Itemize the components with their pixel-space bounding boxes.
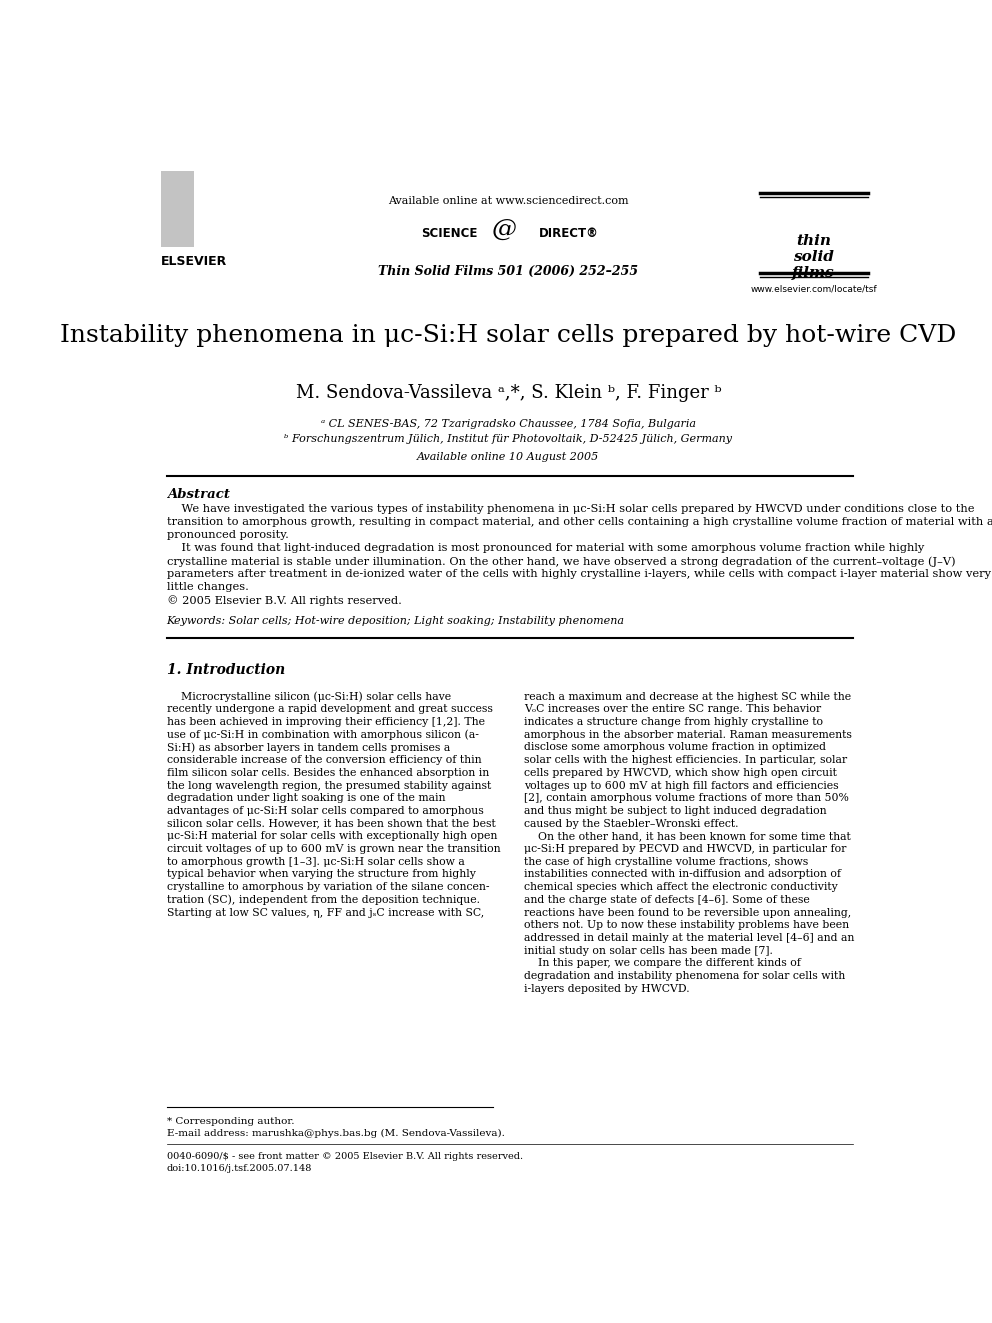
Text: In this paper, we compare the different kinds of: In this paper, we compare the different … (524, 958, 801, 968)
Text: Starting at low SC values, η, FF and jₛC increase with SC,: Starting at low SC values, η, FF and jₛC… (167, 908, 484, 918)
Text: typical behavior when varying the structure from highly: typical behavior when varying the struct… (167, 869, 475, 880)
Text: μc-Si:H prepared by PECVD and HWCVD, in particular for: μc-Si:H prepared by PECVD and HWCVD, in … (524, 844, 846, 855)
Text: Available online 10 August 2005: Available online 10 August 2005 (418, 452, 599, 462)
Text: circuit voltages of up to 600 mV is grown near the transition: circuit voltages of up to 600 mV is grow… (167, 844, 500, 855)
Text: voltages up to 600 mV at high fill factors and efficiencies: voltages up to 600 mV at high fill facto… (524, 781, 838, 791)
Text: Microcrystalline silicon (μc-Si:H) solar cells have: Microcrystalline silicon (μc-Si:H) solar… (167, 692, 450, 703)
Text: tration (SC), independent from the deposition technique.: tration (SC), independent from the depos… (167, 894, 479, 905)
Text: DIRECT®: DIRECT® (540, 226, 599, 239)
Text: reach a maximum and decrease at the highest SC while the: reach a maximum and decrease at the high… (524, 692, 851, 701)
Text: It was found that light-induced degradation is most pronounced for material with: It was found that light-induced degradat… (167, 542, 924, 553)
Text: parameters after treatment in de-ionized water of the cells with highly crystall: parameters after treatment in de-ionized… (167, 569, 991, 579)
Text: © 2005 Elsevier B.V. All rights reserved.: © 2005 Elsevier B.V. All rights reserved… (167, 595, 402, 606)
Text: initial study on solar cells has been made [7].: initial study on solar cells has been ma… (524, 946, 773, 955)
Text: degradation and instability phenomena for solar cells with: degradation and instability phenomena fo… (524, 971, 845, 982)
Text: film silicon solar cells. Besides the enhanced absorption in: film silicon solar cells. Besides the en… (167, 767, 489, 778)
Text: [2], contain amorphous volume fractions of more than 50%: [2], contain amorphous volume fractions … (524, 794, 849, 803)
Text: i-layers deposited by HWCVD.: i-layers deposited by HWCVD. (524, 984, 689, 994)
Text: chemical species which affect the electronic conductivity: chemical species which affect the electr… (524, 882, 837, 892)
Text: solar cells with the highest efficiencies. In particular, solar: solar cells with the highest efficiencie… (524, 755, 847, 765)
Text: the long wavelength region, the presumed stability against: the long wavelength region, the presumed… (167, 781, 491, 791)
Text: and thus might be subject to light induced degradation: and thus might be subject to light induc… (524, 806, 826, 816)
Text: On the other hand, it has been known for some time that: On the other hand, it has been known for… (524, 831, 851, 841)
Text: doi:10.1016/j.tsf.2005.07.148: doi:10.1016/j.tsf.2005.07.148 (167, 1164, 312, 1172)
Text: considerable increase of the conversion efficiency of thin: considerable increase of the conversion … (167, 755, 481, 765)
Text: E-mail address: marushka@phys.bas.bg (M. Sendova-Vassileva).: E-mail address: marushka@phys.bas.bg (M.… (167, 1129, 505, 1138)
Text: * Corresponding author.: * Corresponding author. (167, 1118, 294, 1126)
Text: SCIENCE: SCIENCE (422, 226, 478, 239)
Text: little changes.: little changes. (167, 582, 249, 593)
Text: Available online at www.sciencedirect.com: Available online at www.sciencedirect.co… (388, 196, 629, 205)
Text: VₒC increases over the entire SC range. This behavior: VₒC increases over the entire SC range. … (524, 704, 821, 714)
Text: addressed in detail mainly at the material level [4–6] and an: addressed in detail mainly at the materi… (524, 933, 854, 943)
Text: indicates a structure change from highly crystalline to: indicates a structure change from highly… (524, 717, 823, 728)
Text: others not. Up to now these instability problems have been: others not. Up to now these instability … (524, 921, 849, 930)
Text: to amorphous growth [1–3]. μc-Si:H solar cells show a: to amorphous growth [1–3]. μc-Si:H solar… (167, 857, 464, 867)
Text: Thin Solid Films 501 (2006) 252–255: Thin Solid Films 501 (2006) 252–255 (378, 265, 639, 278)
Text: disclose some amorphous volume fraction in optimized: disclose some amorphous volume fraction … (524, 742, 826, 753)
Bar (161, 171, 193, 247)
Text: Keywords: Solar cells; Hot-wire deposition; Light soaking; Instability phenomena: Keywords: Solar cells; Hot-wire depositi… (167, 617, 625, 626)
Text: Abstract: Abstract (167, 488, 229, 501)
Text: and the charge state of defects [4–6]. Some of these: and the charge state of defects [4–6]. S… (524, 894, 809, 905)
Text: advantages of μc-Si:H solar cells compared to amorphous: advantages of μc-Si:H solar cells compar… (167, 806, 483, 816)
Text: instabilities connected with in-diffusion and adsorption of: instabilities connected with in-diffusio… (524, 869, 841, 880)
Text: caused by the Staebler–Wronski effect.: caused by the Staebler–Wronski effect. (524, 819, 738, 828)
Text: the case of high crystalline volume fractions, shows: the case of high crystalline volume frac… (524, 857, 808, 867)
Text: degradation under light soaking is one of the main: degradation under light soaking is one o… (167, 794, 445, 803)
Text: transition to amorphous growth, resulting in compact material, and other cells c: transition to amorphous growth, resultin… (167, 517, 992, 527)
Text: amorphous in the absorber material. Raman measurements: amorphous in the absorber material. Rama… (524, 730, 852, 740)
Text: Si:H) as absorber layers in tandem cells promises a: Si:H) as absorber layers in tandem cells… (167, 742, 450, 753)
Text: Instability phenomena in μc-Si:H solar cells prepared by hot-wire CVD: Instability phenomena in μc-Si:H solar c… (61, 324, 956, 348)
Text: ELSEVIER: ELSEVIER (161, 255, 227, 269)
Text: ᵃ CL SENES-BAS, 72 Tzarigradsko Chaussee, 1784 Sofia, Bulgaria: ᵃ CL SENES-BAS, 72 Tzarigradsko Chaussee… (320, 419, 696, 429)
Text: has been achieved in improving their efficiency [1,2]. The: has been achieved in improving their eff… (167, 717, 485, 728)
Text: 1. Introduction: 1. Introduction (167, 663, 285, 677)
Text: ᵇ Forschungszentrum Jülich, Institut für Photovoltaik, D-52425 Jülich, Germany: ᵇ Forschungszentrum Jülich, Institut für… (285, 434, 732, 443)
Text: We have investigated the various types of instability phenomena in μc-Si:H solar: We have investigated the various types o… (167, 504, 974, 513)
Text: crystalline material is stable under illumination. On the other hand, we have ob: crystalline material is stable under ill… (167, 556, 955, 566)
Text: crystalline to amorphous by variation of the silane concen-: crystalline to amorphous by variation of… (167, 882, 489, 892)
Text: pronounced porosity.: pronounced porosity. (167, 531, 289, 540)
Text: www.elsevier.com/locate/tsf: www.elsevier.com/locate/tsf (750, 284, 877, 294)
Text: use of μc-Si:H in combination with amorphous silicon (a-: use of μc-Si:H in combination with amorp… (167, 730, 478, 741)
Text: recently undergone a rapid development and great success: recently undergone a rapid development a… (167, 704, 492, 714)
Text: μc-Si:H material for solar cells with exceptionally high open: μc-Si:H material for solar cells with ex… (167, 831, 497, 841)
Text: reactions have been found to be reversible upon annealing,: reactions have been found to be reversib… (524, 908, 851, 918)
Text: @: @ (492, 218, 517, 242)
Text: cells prepared by HWCVD, which show high open circuit: cells prepared by HWCVD, which show high… (524, 767, 837, 778)
Text: M. Sendova-Vassileva ᵃ,*, S. Klein ᵇ, F. Finger ᵇ: M. Sendova-Vassileva ᵃ,*, S. Klein ᵇ, F.… (296, 384, 721, 402)
Text: thin
solid
films: thin solid films (793, 234, 835, 279)
Text: silicon solar cells. However, it has been shown that the best: silicon solar cells. However, it has bee… (167, 819, 495, 828)
Text: 0040-6090/$ - see front matter © 2005 Elsevier B.V. All rights reserved.: 0040-6090/$ - see front matter © 2005 El… (167, 1152, 523, 1162)
